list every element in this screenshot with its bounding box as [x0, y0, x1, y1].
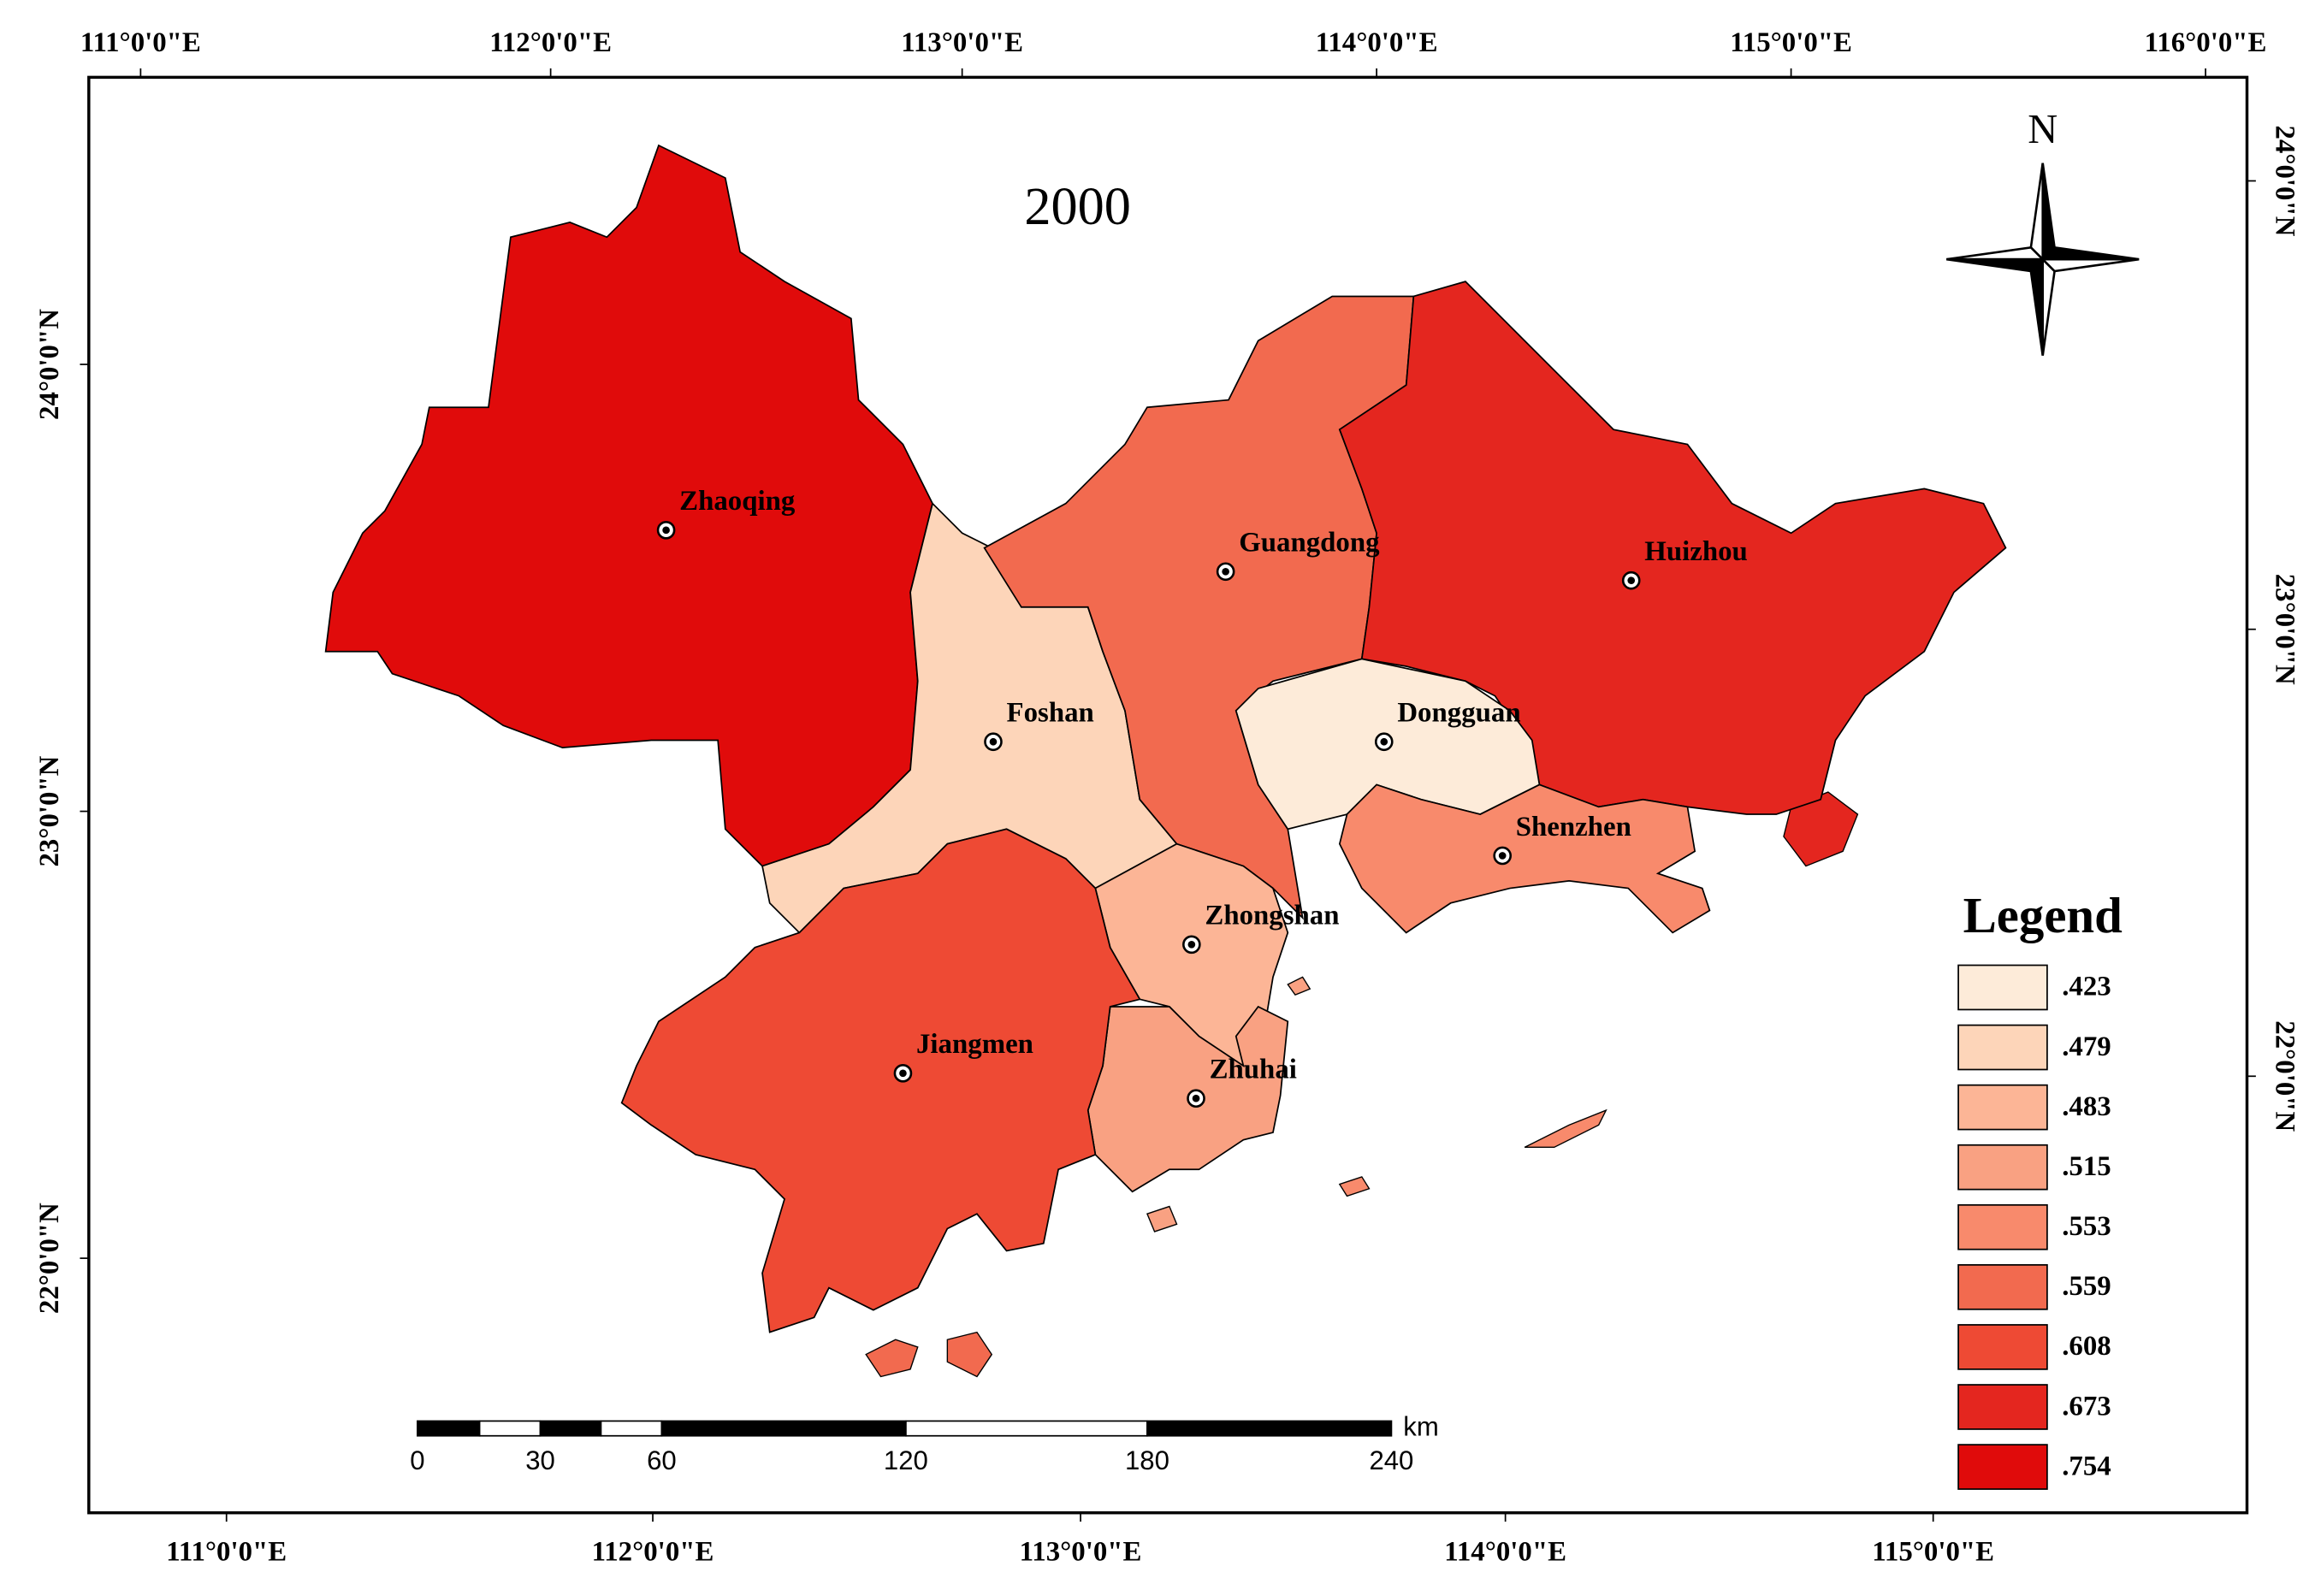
- scale-bar: [417, 1420, 1393, 1437]
- region: [1338, 783, 1711, 934]
- left-tick-label: 23°0'0"N: [34, 755, 65, 866]
- arrow-part: [2040, 245, 2140, 261]
- arrow-part: [1946, 257, 2046, 273]
- bottom-tick-label: 113°0'0"E: [1020, 1537, 1142, 1568]
- island: [1338, 1176, 1371, 1197]
- arrow-part: [2029, 163, 2045, 263]
- city-label: Dongguan: [1397, 698, 1520, 729]
- scale-segment: [660, 1420, 907, 1437]
- arrow-part: [2040, 257, 2140, 273]
- city-point-center: [989, 737, 998, 746]
- scale-unit: km: [1403, 1411, 1438, 1441]
- legend-label: .608: [2062, 1331, 2111, 1362]
- scale-segment: [478, 1420, 542, 1437]
- scale-label: 30: [525, 1445, 555, 1475]
- city-label: Huizhou: [1644, 536, 1748, 567]
- bottom-tick-label: 114°0'0"E: [1444, 1537, 1566, 1568]
- island: [1783, 791, 1859, 867]
- scale-label: 180: [1125, 1445, 1169, 1475]
- top-tick-label: 113°0'0"E: [901, 27, 1023, 58]
- legend-label: .553: [2062, 1211, 2111, 1242]
- legend-swatch: [1957, 1444, 2048, 1490]
- city-point-center: [899, 1069, 907, 1078]
- legend-label: .479: [2062, 1031, 2111, 1062]
- labels: Zhaoqing Foshan Guangdong Huizhou Dongguan Sh…: [656, 486, 1748, 1108]
- legend-swatch: [1957, 1324, 2048, 1370]
- legend-label: .559: [2062, 1271, 2111, 1302]
- city-point-center: [662, 526, 670, 535]
- right-tick-label: 22°0'0"N: [2269, 1020, 2300, 1132]
- legend-title: Legend: [1963, 888, 2123, 943]
- city-label: Zhuhai: [1210, 1055, 1297, 1085]
- island: [1146, 1205, 1178, 1232]
- region: [324, 144, 933, 867]
- map-title: 2000: [1024, 178, 1131, 236]
- bottom-tick-label: 115°0'0"E: [1872, 1537, 1994, 1568]
- legend-label: .483: [2062, 1091, 2111, 1122]
- right-tick-label: 24°0'0"N: [2269, 126, 2300, 237]
- legend-label: .423: [2062, 972, 2111, 1002]
- city-label: Foshan: [1007, 698, 1094, 729]
- region: [1338, 281, 2007, 815]
- city-label: Zhongshan: [1205, 901, 1339, 931]
- city-point-center: [1627, 576, 1636, 584]
- arrow-part: [2029, 257, 2045, 356]
- region: [620, 828, 1141, 1333]
- scale-segment: [905, 1420, 1148, 1437]
- legend-swatch: [1957, 1084, 2048, 1131]
- legend-label: .515: [2062, 1151, 2111, 1182]
- bottom-tick-label: 112°0'0"E: [592, 1537, 714, 1568]
- legend-swatch: [1957, 964, 2048, 1011]
- top-tick-label: 112°0'0"E: [489, 27, 612, 58]
- arrow-part: [1946, 245, 2046, 261]
- island: [1524, 1108, 1608, 1149]
- island: [946, 1331, 993, 1378]
- north-arrow: [1946, 163, 2140, 356]
- city-label: Shenzhen: [1516, 812, 1631, 842]
- arrow-part: [2041, 257, 2056, 356]
- scale-label: 120: [884, 1445, 928, 1475]
- city-label: Zhaoqing: [679, 486, 796, 517]
- scale-label: 60: [647, 1445, 677, 1475]
- city-point-center: [1187, 940, 1196, 949]
- top-tick-label: 116°0'0"E: [2145, 27, 2267, 58]
- city-label: Guangdong: [1239, 528, 1380, 559]
- right-tick-label: 23°0'0"N: [2269, 574, 2300, 685]
- city-label: Jiangmen: [916, 1029, 1033, 1060]
- left-tick-label: 22°0'0"N: [34, 1203, 65, 1314]
- island: [865, 1339, 919, 1378]
- city-point-center: [1380, 737, 1388, 746]
- legend-swatch: [1957, 1264, 2048, 1310]
- legend-swatch: [1957, 1144, 2048, 1191]
- left-tick-label: 24°0'0"N: [34, 309, 65, 420]
- legend-swatch: [1957, 1024, 2048, 1071]
- legend-label: .754: [2062, 1451, 2111, 1481]
- top-tick-label: 114°0'0"E: [1316, 27, 1438, 58]
- city-point-center: [1222, 567, 1229, 576]
- arrow-part: [2041, 163, 2056, 263]
- scale-segment: [539, 1420, 602, 1437]
- island: [1287, 976, 1311, 996]
- north-label: N: [2028, 107, 2058, 152]
- city-point-center: [1498, 852, 1507, 860]
- scale-label: 0: [410, 1445, 424, 1475]
- city-point-center: [1192, 1094, 1200, 1102]
- scale-segment: [1146, 1420, 1393, 1437]
- islands: [865, 791, 1859, 1378]
- regions: [324, 144, 2007, 1333]
- scale-segment: [417, 1420, 481, 1437]
- legend-label: .673: [2062, 1391, 2111, 1422]
- legend-swatch: [1957, 1384, 2048, 1430]
- scale-segment: [600, 1420, 663, 1437]
- region: [983, 295, 1415, 920]
- bottom-tick-label: 111°0'0"E: [166, 1537, 287, 1568]
- top-tick-label: 115°0'0"E: [1730, 27, 1852, 58]
- map-frame: [87, 75, 2249, 1515]
- legend-swatch: [1957, 1203, 2048, 1250]
- scale-label: 240: [1369, 1445, 1413, 1475]
- top-tick-label: 111°0'0"E: [80, 27, 201, 58]
